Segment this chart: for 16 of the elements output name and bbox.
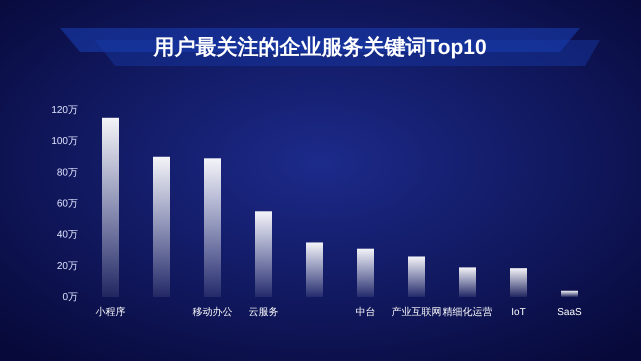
ytick: 60万 — [56, 198, 78, 210]
ytick: 80万 — [56, 167, 78, 178]
title: 用户最关注的企业服务关键词Top10 — [153, 36, 487, 59]
ytick: 120万 — [51, 105, 78, 116]
xtick: SaaS — [557, 307, 582, 318]
xtick: IoT — [511, 307, 526, 318]
xtick: 小程序 — [96, 307, 126, 318]
xtick: 中台 — [356, 307, 376, 318]
ytick: 0万 — [62, 292, 78, 303]
ytick: 40万 — [56, 230, 78, 241]
xtick: 产业互联网 — [392, 307, 442, 318]
xtick: 移动办公 — [192, 307, 232, 318]
ytick: 100万 — [51, 136, 78, 148]
xtick: 云服务 — [248, 307, 278, 318]
ytick: 20万 — [56, 260, 78, 272]
xtick: 精细化运营 — [442, 307, 492, 318]
